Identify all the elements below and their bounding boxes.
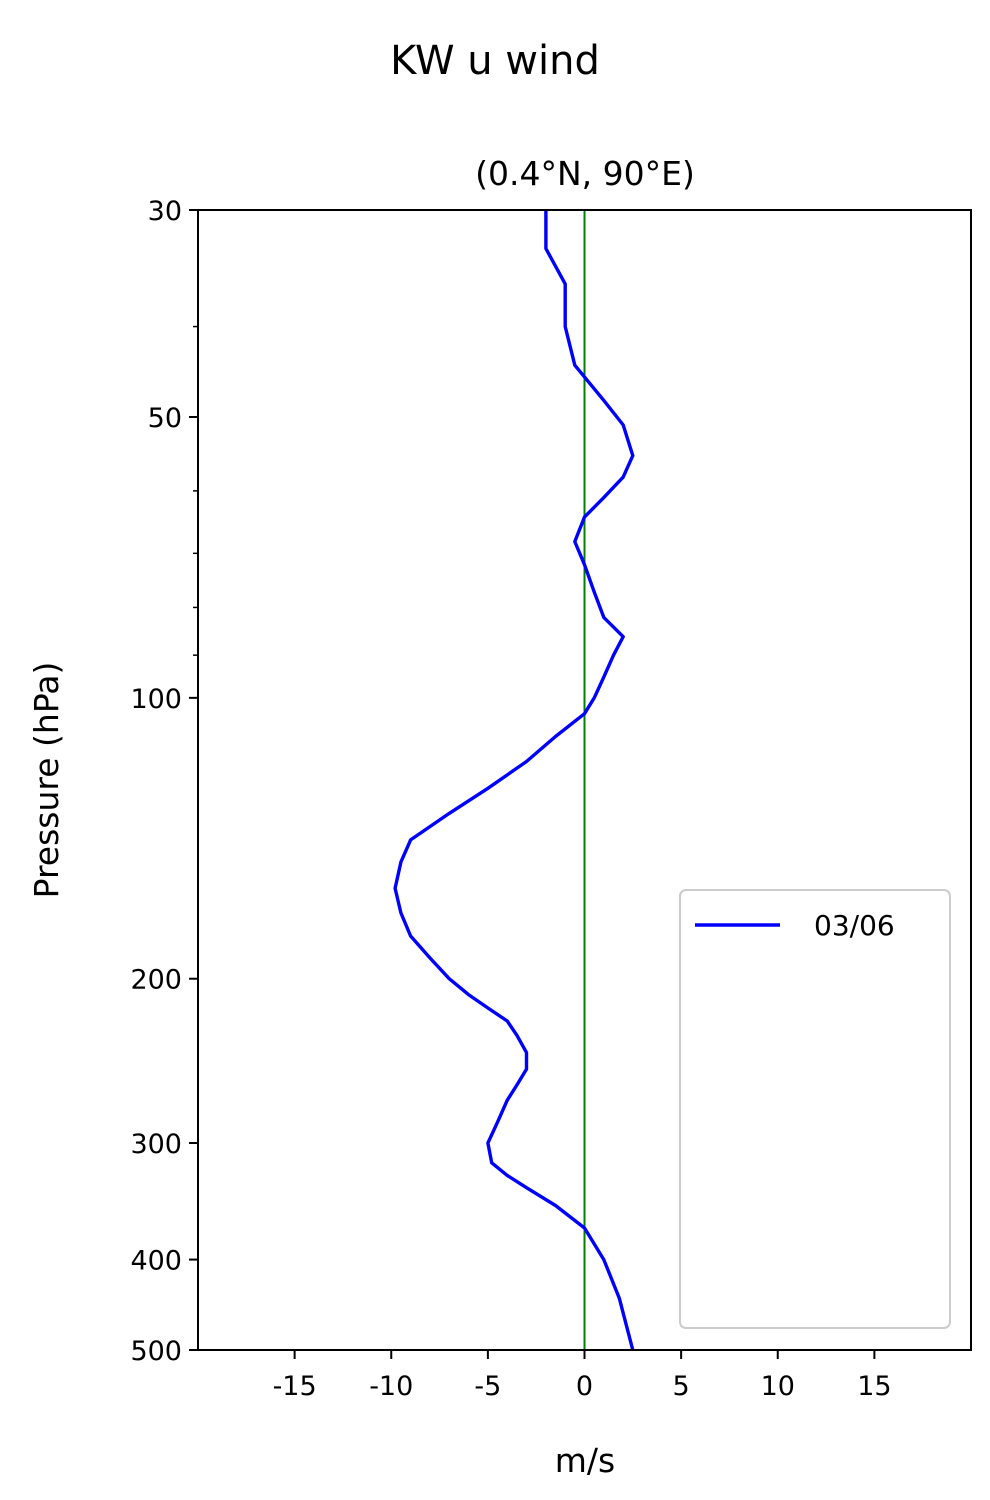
y-tick-label: 500 (130, 1336, 182, 1367)
y-axis-label: Pressure (hPa) (27, 662, 66, 899)
y-tick-label: 300 (130, 1129, 182, 1160)
y-tick-label: 400 (130, 1246, 182, 1277)
x-tick-label: 0 (576, 1371, 593, 1402)
legend: 03/06 (679, 889, 951, 1329)
chart-subtitle: (0.4°N, 90°E) (475, 154, 695, 193)
x-axis-label: m/s (555, 1441, 615, 1480)
y-tick-label: 100 (130, 684, 182, 715)
chart-title: KW u wind (390, 38, 600, 84)
series-layer (393, 210, 635, 1350)
x-tick-label: -15 (273, 1371, 317, 1402)
y-tick-label: 50 (148, 403, 182, 434)
y-axis-ticks: 30 50 100 200 300 400 500 (130, 196, 198, 1367)
x-tick-label: -5 (474, 1371, 501, 1402)
x-axis-ticks: -15 -10 -5 0 5 10 15 (273, 1350, 892, 1402)
y-tick-label: 200 (130, 965, 182, 996)
y-tick-label: 30 (148, 196, 182, 227)
x-tick-label: 10 (761, 1371, 795, 1402)
x-tick-label: 5 (673, 1371, 690, 1402)
x-tick-label: -10 (369, 1371, 413, 1402)
legend-label: 03/06 (814, 909, 895, 942)
x-tick-label: 15 (857, 1371, 891, 1402)
legend-box (679, 889, 951, 1329)
series-line-03-06 (393, 210, 635, 1350)
